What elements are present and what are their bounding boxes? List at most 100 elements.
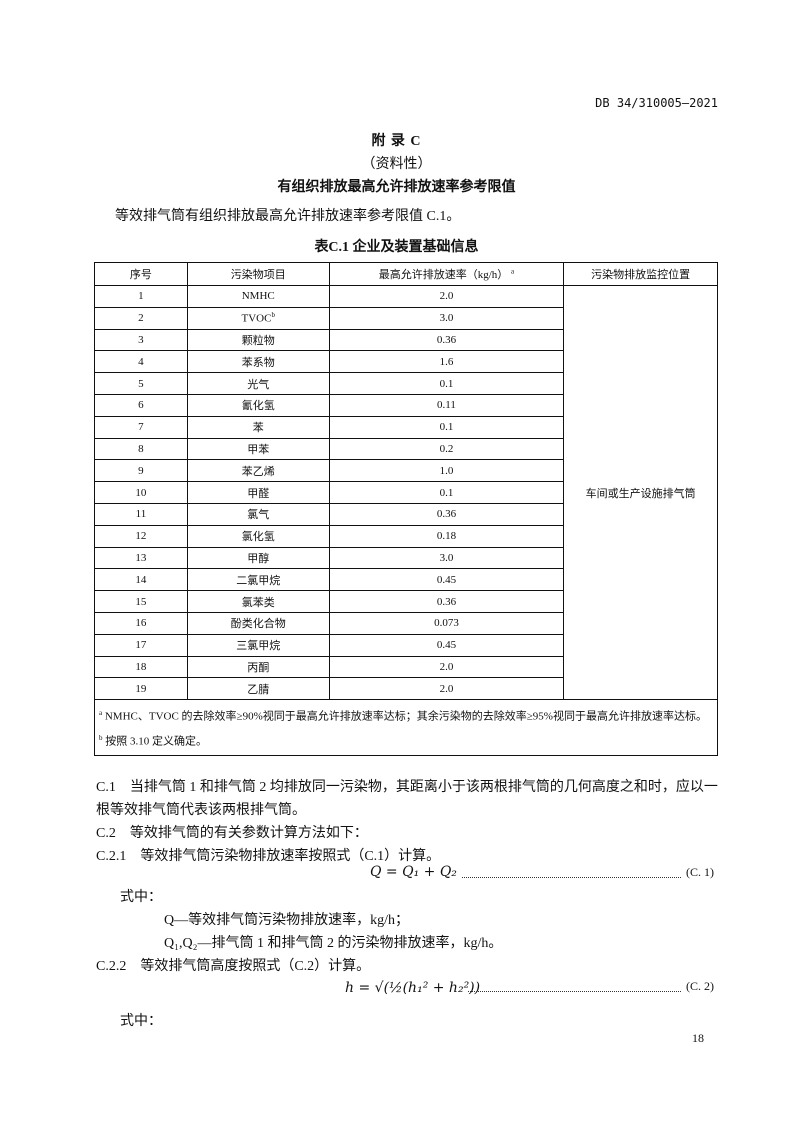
definition-q1-q2: Q₁,Q₂—排气筒 1 和排气筒 2 的污染物排放速率，kg/h。: [164, 936, 503, 951]
para-c22: C.2.2 等效排气筒高度按照式（C.2）计算。: [96, 959, 371, 974]
table-header-row: 序号 污染物项目 最高允许排放速率（kg/h） a 污染物排放监控位置: [94, 262, 718, 286]
pollutant-name: 氯化氢: [186, 524, 330, 548]
where-label: 式中：: [120, 1014, 162, 1029]
pollutant-name: 三氯甲烷: [186, 633, 330, 657]
para-c21: C.2.1 等效排气筒污染物排放速率按照式（C.1）计算。: [96, 849, 441, 864]
pollutant-name: 甲醇: [186, 546, 330, 570]
max-rate: 1.0: [328, 459, 565, 483]
para-c2: C.2 等效排气筒的有关参数计算方法如下：: [96, 826, 368, 841]
table-note: a NMHC、TVOC 的去除效率≥90%视同于最高允许排放速率达标；其余污染物…: [99, 709, 707, 723]
leader-dots: [462, 877, 681, 878]
table-notes-row: a NMHC、TVOC 的去除效率≥90%视同于最高允许排放速率达标；其余污染物…: [94, 699, 718, 757]
row-number: 9: [94, 459, 188, 483]
row-number: 13: [94, 546, 188, 570]
table-note: b 按照 3.10 定义确定。: [99, 733, 207, 748]
row-number: 19: [94, 677, 188, 701]
max-rate: 3.0: [328, 306, 565, 330]
max-rate: 0.45: [328, 633, 565, 657]
pollutant-name: 颗粒物: [186, 328, 330, 352]
max-rate: 0.36: [328, 328, 565, 352]
table-row: 2 TVOCb 3.0: [94, 306, 718, 330]
max-rate: 0.11: [328, 393, 565, 417]
table-row: 4 苯系物 1.6: [94, 350, 718, 374]
max-rate: 0.073: [328, 611, 565, 635]
pollutant-name: 苯系物: [186, 350, 330, 374]
table-notes: a NMHC、TVOC 的去除效率≥90%视同于最高允许排放速率达标；其余污染物…: [94, 699, 718, 757]
row-number: 16: [94, 611, 188, 635]
max-rate: 0.1: [328, 372, 565, 395]
row-number: 17: [94, 633, 188, 657]
intro-text: 等效排气筒有组织排放最高允许排放速率参考限值 C.1。: [115, 209, 461, 224]
pollutant-name: 苯: [186, 415, 330, 439]
max-rate: 1.6: [328, 350, 565, 374]
pollutant-name: 氰化氢: [186, 393, 330, 417]
monitor-location: 车间或生产设施排气筒: [563, 284, 718, 701]
where-label: 式中：: [120, 890, 162, 905]
row-number: 4: [94, 350, 188, 374]
table-row: 11 氯气 0.36: [94, 502, 718, 526]
max-rate: 0.18: [328, 524, 565, 548]
table-row: 19 乙腈 2.0: [94, 677, 718, 701]
row-number: 6: [94, 393, 188, 417]
pollutant-name: TVOCb: [186, 306, 330, 330]
definition-q: Q—等效排气筒污染物排放速率，kg/h；: [164, 913, 409, 928]
table-row: 14 二氯甲烷 0.45: [94, 568, 718, 592]
table-row: 1 NMHC 2.0 车间或生产设施排气筒: [94, 284, 718, 701]
max-rate: 0.1: [328, 415, 565, 439]
row-number: 5: [94, 372, 188, 395]
page-number: 18: [692, 1031, 704, 1045]
max-rate: 0.45: [328, 568, 565, 592]
appendix-heading: 有组织排放最高允许排放速率参考限值: [277, 180, 516, 195]
row-number: 18: [94, 655, 188, 679]
document-number: DB 34/310005—2021: [595, 96, 718, 110]
table-row: 17 三氯甲烷 0.45: [94, 633, 718, 657]
appendix-title: 附 录 C: [371, 134, 422, 149]
pollutant-name: 苯乙烯: [186, 459, 330, 483]
table-caption: 表C.1 企业及装置基础信息: [314, 240, 479, 255]
row-number: 10: [94, 481, 188, 504]
leader-dots: [468, 991, 681, 992]
row-number: 15: [94, 590, 188, 613]
pollutant-name: 乙腈: [186, 677, 330, 701]
equation-number-c2: (C. 2): [686, 979, 714, 993]
col-header-rate: 最高允许排放速率（kg/h） a: [328, 262, 565, 286]
max-rate: 3.0: [328, 546, 565, 570]
row-number: 1: [94, 285, 188, 308]
row-number: 12: [94, 524, 188, 548]
table-row: 5 光气 0.1: [94, 372, 718, 395]
pollutant-name: 酚类化合物: [186, 611, 330, 635]
max-rate: 2.0: [328, 677, 565, 701]
col-header-no: 序号: [94, 262, 188, 286]
row-number: 8: [94, 437, 188, 461]
pollutant-name: NMHC: [186, 285, 330, 308]
max-rate: 0.2: [328, 437, 565, 461]
max-rate: 0.36: [328, 590, 565, 613]
pollutant-name: 丙酮: [186, 655, 330, 679]
emission-rate-table: 序号 污染物项目 最高允许排放速率（kg/h） a 污染物排放监控位置 1 NMH…: [94, 262, 718, 757]
row-number: 2: [94, 306, 188, 330]
col-header-location: 污染物排放监控位置: [563, 262, 718, 286]
equation-c1: Q = Q₁ + Q₂: [370, 864, 457, 880]
table-row: 16 酚类化合物 0.073: [94, 611, 718, 635]
row-number: 7: [94, 415, 188, 439]
max-rate: 0.1: [328, 481, 565, 504]
pollutant-name: 甲醛: [186, 481, 330, 504]
table-row: 9 苯乙烯 1.0: [94, 459, 718, 483]
max-rate: 0.36: [328, 502, 565, 526]
equation-c2: h = √(½(h₁² + h₂²)): [345, 980, 481, 996]
pollutant-name: 氯气: [186, 502, 330, 526]
para-c1-line1: C.1 当排气筒 1 和排气筒 2 均排放同一污染物，其距离小于该两根排气筒的几…: [96, 780, 718, 795]
pollutant-name: 氯苯类: [186, 590, 330, 613]
table-row: 6 氰化氢 0.11: [94, 393, 718, 417]
max-rate: 2.0: [328, 655, 565, 679]
pollutant-name: 二氯甲烷: [186, 568, 330, 592]
row-number: 3: [94, 328, 188, 352]
row-number: 11: [94, 502, 188, 526]
pollutant-name: 光气: [186, 372, 330, 395]
pollutant-name: 甲苯: [186, 437, 330, 461]
appendix-subtitle: （资料性）: [361, 157, 432, 172]
para-c1-line2: 根等效排气筒代表该两根排气筒。: [96, 803, 306, 818]
table-row: 15 氯苯类 0.36: [94, 590, 718, 613]
table-row: 12 氯化氢 0.18: [94, 524, 718, 548]
row-number: 14: [94, 568, 188, 592]
